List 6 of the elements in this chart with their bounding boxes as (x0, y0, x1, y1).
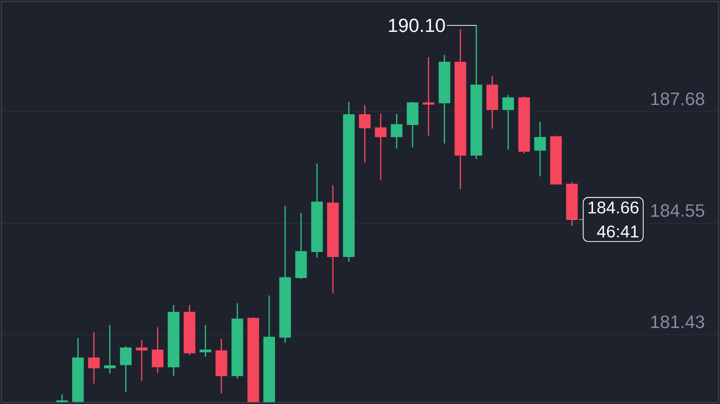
y-tick-label: 181.43 (651, 315, 704, 328)
y-tick-label: 184.55 (651, 204, 704, 217)
text: 46:41 (597, 225, 638, 238)
annotation: 190.10 (388, 18, 445, 32)
ref-line-label: 184.66 (588, 201, 638, 214)
y-tick-label: 187.68 (651, 92, 704, 106)
